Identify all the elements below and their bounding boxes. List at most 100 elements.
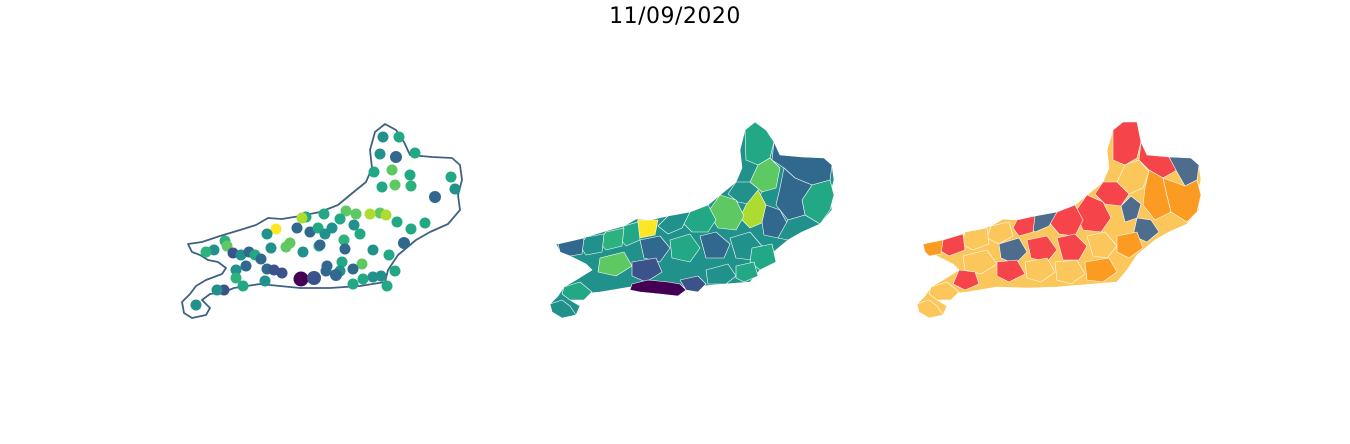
point-marker	[330, 269, 342, 281]
region	[657, 211, 691, 235]
point-marker	[367, 244, 379, 256]
point-marker	[381, 280, 393, 292]
point-marker	[405, 180, 417, 192]
point-marker	[445, 171, 457, 183]
point-marker	[376, 181, 388, 193]
region	[629, 279, 687, 297]
region	[928, 281, 960, 301]
state-outline	[181, 123, 463, 319]
point-marker	[375, 270, 387, 282]
region	[1084, 257, 1118, 283]
point-marker	[357, 273, 369, 285]
point-marker	[380, 209, 392, 221]
point-marker	[419, 217, 431, 229]
region	[916, 299, 944, 319]
point-marker	[364, 208, 376, 220]
point-marker	[405, 223, 417, 235]
point-marker	[334, 213, 346, 225]
region	[1142, 169, 1172, 221]
point-marker	[261, 228, 273, 240]
point-marker	[449, 183, 461, 195]
region	[561, 281, 593, 301]
region	[922, 239, 944, 257]
point-marker	[398, 237, 410, 249]
point-marker	[240, 260, 252, 272]
point-marker	[390, 151, 402, 163]
region	[744, 121, 775, 166]
point-marker	[386, 164, 398, 176]
point-marker	[393, 131, 405, 143]
point-marker	[307, 271, 321, 285]
point-marker	[354, 228, 366, 240]
point-marker	[347, 278, 359, 290]
point-marker	[270, 223, 282, 235]
region	[1012, 215, 1036, 237]
point-marker	[389, 265, 401, 277]
risk-regions	[916, 121, 1202, 319]
point-marker	[291, 222, 303, 234]
region	[996, 259, 1026, 283]
region	[1054, 259, 1086, 285]
point-marker	[404, 169, 416, 181]
region	[639, 235, 671, 263]
point-marker	[409, 147, 421, 159]
point-marker	[276, 267, 288, 279]
choropleth-viridis	[549, 121, 835, 319]
region	[1116, 231, 1144, 259]
point-marker	[347, 263, 359, 275]
point-marker	[326, 222, 338, 234]
region	[998, 237, 1028, 265]
point-marker	[340, 205, 352, 217]
point-marker	[297, 246, 309, 258]
point-marker	[259, 275, 271, 287]
point-marker	[320, 265, 332, 277]
region	[1056, 233, 1088, 261]
region	[699, 231, 731, 259]
region	[669, 233, 701, 263]
point-marker	[265, 242, 277, 254]
point-marker	[296, 212, 308, 224]
points-map	[181, 123, 463, 319]
point-marker	[314, 239, 326, 251]
region	[679, 275, 707, 293]
point-marker	[230, 272, 242, 284]
region	[1086, 231, 1118, 259]
point-marker	[293, 271, 309, 287]
point-marker	[367, 271, 379, 283]
point-marker	[255, 253, 267, 265]
point-markers	[190, 131, 461, 311]
region	[1026, 235, 1058, 263]
region	[557, 237, 585, 257]
region	[705, 263, 737, 285]
region	[962, 249, 998, 275]
region	[1112, 121, 1142, 166]
region	[1120, 195, 1142, 223]
point-marker	[338, 234, 350, 246]
region	[735, 261, 759, 283]
point-marker	[336, 256, 348, 268]
point-marker	[237, 280, 249, 292]
point-marker	[190, 299, 202, 311]
region	[777, 214, 821, 241]
point-marker	[350, 208, 362, 220]
region	[631, 257, 663, 283]
point-marker	[429, 191, 441, 203]
point-marker	[318, 208, 330, 220]
region	[549, 299, 577, 319]
point-marker	[211, 284, 223, 296]
region	[597, 251, 633, 277]
region	[579, 233, 605, 256]
point-marker	[389, 179, 401, 191]
point-marker	[200, 246, 212, 258]
point-marker	[383, 249, 395, 261]
region	[952, 269, 980, 291]
point-marker	[284, 237, 296, 249]
municipality-regions	[549, 121, 835, 319]
point-marker	[230, 264, 242, 276]
point-marker	[356, 258, 368, 270]
choropleth-risk	[916, 121, 1202, 319]
point-marker	[368, 166, 380, 178]
region	[749, 243, 777, 271]
point-marker	[348, 219, 360, 231]
point-marker	[391, 216, 403, 228]
